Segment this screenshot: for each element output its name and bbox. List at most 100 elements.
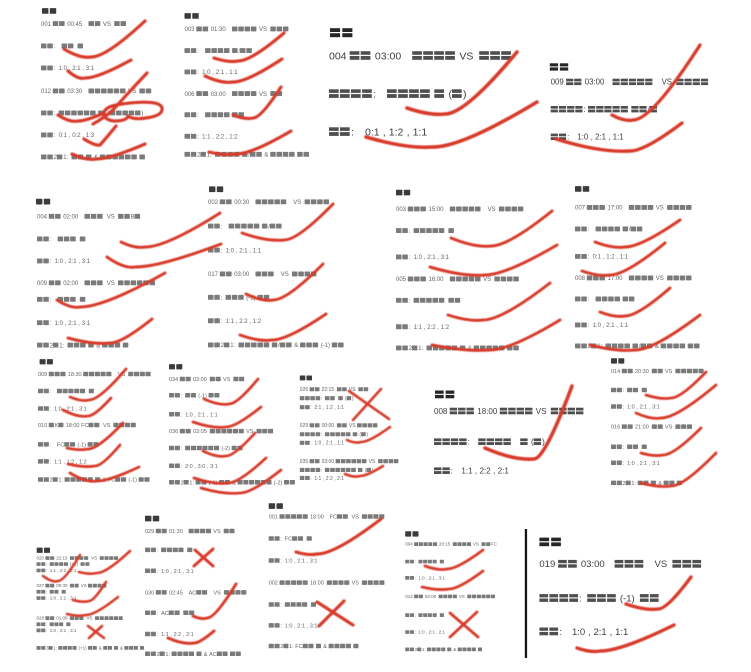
svg-text:1:: 1: <box>59 343 64 349</box>
svg-text:1:1: 1:1 <box>613 133 624 142</box>
svg-text::: : <box>46 622 47 627</box>
svg-text::: : <box>310 476 311 482</box>
svg-text:2:1: 2:1 <box>174 569 182 575</box>
svg-text:03:00: 03:00 <box>375 50 401 62</box>
svg-text:03:05: 03:05 <box>193 429 207 435</box>
svg-text:2:1: 2:1 <box>186 632 194 638</box>
svg-text:02:45: 02:45 <box>169 590 183 596</box>
svg-text:VS: VS <box>91 556 97 561</box>
svg-text:017: 017 <box>208 272 219 278</box>
svg-text:01:30: 01:30 <box>169 529 183 535</box>
svg-text:2:2: 2:2 <box>427 325 436 331</box>
svg-text:&: & <box>96 343 100 349</box>
svg-text:VS: VS <box>103 423 111 429</box>
svg-text:1:: 1: <box>422 647 426 652</box>
svg-text:2:1: 2:1 <box>439 630 446 635</box>
svg-text::: : <box>46 596 47 601</box>
svg-text:(-1): (-1) <box>128 478 137 484</box>
svg-text:20:15: 20:15 <box>439 542 451 547</box>
svg-text:1:2: 1:2 <box>229 135 238 141</box>
svg-text:,: , <box>294 623 296 629</box>
svg-text:,: , <box>249 248 251 254</box>
svg-text:2:1: 2:1 <box>216 70 225 76</box>
svg-text:03:00: 03:00 <box>211 92 227 98</box>
svg-text:1:3: 1:3 <box>86 133 95 139</box>
svg-text:,: , <box>616 255 618 261</box>
svg-text:2: 2 <box>157 652 160 658</box>
svg-text:VS: VS <box>349 387 356 393</box>
svg-text:0:1: 0:1 <box>365 126 380 138</box>
svg-text::: : <box>50 298 52 304</box>
svg-text:003: 003 <box>185 27 196 33</box>
svg-text:2:2: 2:2 <box>480 467 492 476</box>
svg-text:1:1: 1:1 <box>161 632 169 638</box>
svg-text:,: , <box>78 259 80 265</box>
svg-text::: : <box>451 467 453 476</box>
svg-text:,: , <box>323 405 324 411</box>
svg-text:2:1: 2:1 <box>429 630 436 635</box>
svg-text:&: & <box>294 343 298 349</box>
svg-text::: : <box>197 135 199 141</box>
svg-text:00:30: 00:30 <box>234 200 250 206</box>
svg-text:,: , <box>78 321 80 327</box>
svg-text::: : <box>623 461 625 467</box>
svg-text:/: / <box>238 49 240 55</box>
svg-text:2:1: 2:1 <box>429 575 436 580</box>
svg-text:,: , <box>183 632 185 638</box>
svg-text:(: ( <box>359 432 361 438</box>
svg-text:20:30: 20:30 <box>635 369 649 375</box>
svg-text:VS: VS <box>459 594 465 599</box>
svg-text:010: 010 <box>38 423 47 429</box>
svg-text:2:1: 2:1 <box>606 323 615 329</box>
svg-text:2:1: 2:1 <box>297 623 305 629</box>
svg-text::: : <box>321 432 322 438</box>
svg-text:1:0: 1:0 <box>418 630 425 635</box>
svg-text::: : <box>409 325 411 331</box>
svg-text::: : <box>409 299 411 305</box>
svg-text:18:30: 18:30 <box>68 372 82 378</box>
svg-text:009: 009 <box>551 78 564 87</box>
svg-text:3:1: 3:1 <box>70 628 77 633</box>
svg-text:014: 014 <box>611 369 620 375</box>
svg-text:,: , <box>407 126 410 138</box>
svg-text::: : <box>50 389 52 395</box>
svg-text:,: , <box>437 325 439 331</box>
svg-text::: : <box>310 441 311 447</box>
svg-text:2:1: 2:1 <box>640 461 648 467</box>
svg-text:FC: FC <box>285 537 292 543</box>
svg-text:(: ( <box>365 468 367 474</box>
svg-text:,: , <box>334 476 335 482</box>
svg-text:,: , <box>68 596 69 601</box>
svg-text:3:1: 3:1 <box>439 575 446 580</box>
svg-text:,: , <box>424 255 426 261</box>
svg-text::: : <box>157 632 159 638</box>
svg-text:1:0: 1:0 <box>593 323 602 329</box>
svg-text:FC: FC <box>81 423 88 429</box>
svg-text:2: 2 <box>623 481 626 487</box>
svg-text:2:1: 2:1 <box>595 133 606 142</box>
svg-text:/: / <box>278 343 280 349</box>
svg-text:2: 2 <box>181 480 184 486</box>
svg-text:,: , <box>65 321 67 327</box>
svg-text:/: / <box>629 227 631 233</box>
svg-text:/: / <box>248 153 250 159</box>
svg-text:1:: 1: <box>631 481 636 487</box>
svg-text::: : <box>623 445 625 451</box>
svg-text:VS: VS <box>128 89 136 95</box>
svg-text:2: 2 <box>221 343 225 349</box>
svg-text::: : <box>221 319 223 325</box>
svg-text:): ) <box>352 396 354 402</box>
svg-text:,: , <box>616 323 618 329</box>
svg-text:,: , <box>383 126 386 138</box>
svg-text:,: , <box>170 632 172 638</box>
svg-text:VS: VS <box>281 272 289 278</box>
svg-text:,: , <box>249 319 251 325</box>
svg-text:2:1: 2:1 <box>427 255 436 261</box>
svg-text::: : <box>373 88 376 100</box>
svg-text:,: , <box>207 464 209 470</box>
svg-text::: : <box>46 568 47 573</box>
svg-text:,: , <box>226 70 228 76</box>
svg-text::: : <box>197 49 199 55</box>
svg-text::: : <box>181 393 183 399</box>
svg-text:VS: VS <box>259 92 267 98</box>
